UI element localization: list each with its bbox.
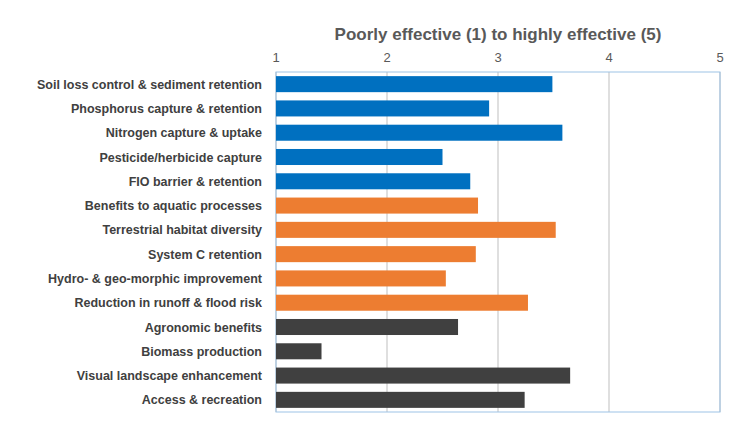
bar <box>276 149 443 165</box>
bar <box>276 76 552 92</box>
category-label: Phosphorus capture & retention <box>71 102 262 116</box>
category-label: Nitrogen capture & uptake <box>106 126 262 140</box>
category-label: Benefits to aquatic processes <box>85 199 262 213</box>
tick-label: 4 <box>605 50 612 65</box>
category-label: Agronomic benefits <box>145 321 262 335</box>
tick-label: 2 <box>383 50 390 65</box>
category-label: Reduction in runoff & flood risk <box>75 296 263 310</box>
category-label: Hydro- & geo-morphic improvement <box>48 272 263 286</box>
tick-label: 3 <box>494 50 501 65</box>
bar <box>276 100 489 116</box>
bar <box>276 222 556 238</box>
chart-container: Poorly effective (1) to highly effective… <box>0 0 748 431</box>
category-label: Pesticide/herbicide capture <box>99 151 262 165</box>
bar <box>276 368 570 384</box>
bar <box>276 295 528 311</box>
grid-line <box>387 72 388 412</box>
category-label: Access & recreation <box>142 393 262 407</box>
bar <box>276 270 446 286</box>
bar <box>276 392 525 408</box>
chart-svg: Poorly effective (1) to highly effective… <box>0 0 748 431</box>
grid-line <box>609 72 610 412</box>
bar <box>276 173 470 189</box>
grid-line <box>498 72 499 412</box>
tick-label: 1 <box>272 50 279 65</box>
bar <box>276 319 458 335</box>
category-label: Biomass production <box>141 345 262 359</box>
bar <box>276 343 322 359</box>
category-label: Visual landscape enhancement <box>77 369 263 383</box>
bars <box>276 76 570 408</box>
bar <box>276 246 476 262</box>
bar <box>276 198 478 214</box>
category-label: Terrestrial habitat diversity <box>102 223 262 237</box>
category-label: Soil loss control & sediment retention <box>37 78 262 92</box>
title: Poorly effective (1) to highly effective… <box>335 25 662 44</box>
plot-frame <box>276 72 720 412</box>
category-label: System C retention <box>148 248 262 262</box>
bar <box>276 125 562 141</box>
category-label: FIO barrier & retention <box>129 175 262 189</box>
tick-label: 5 <box>716 50 723 65</box>
